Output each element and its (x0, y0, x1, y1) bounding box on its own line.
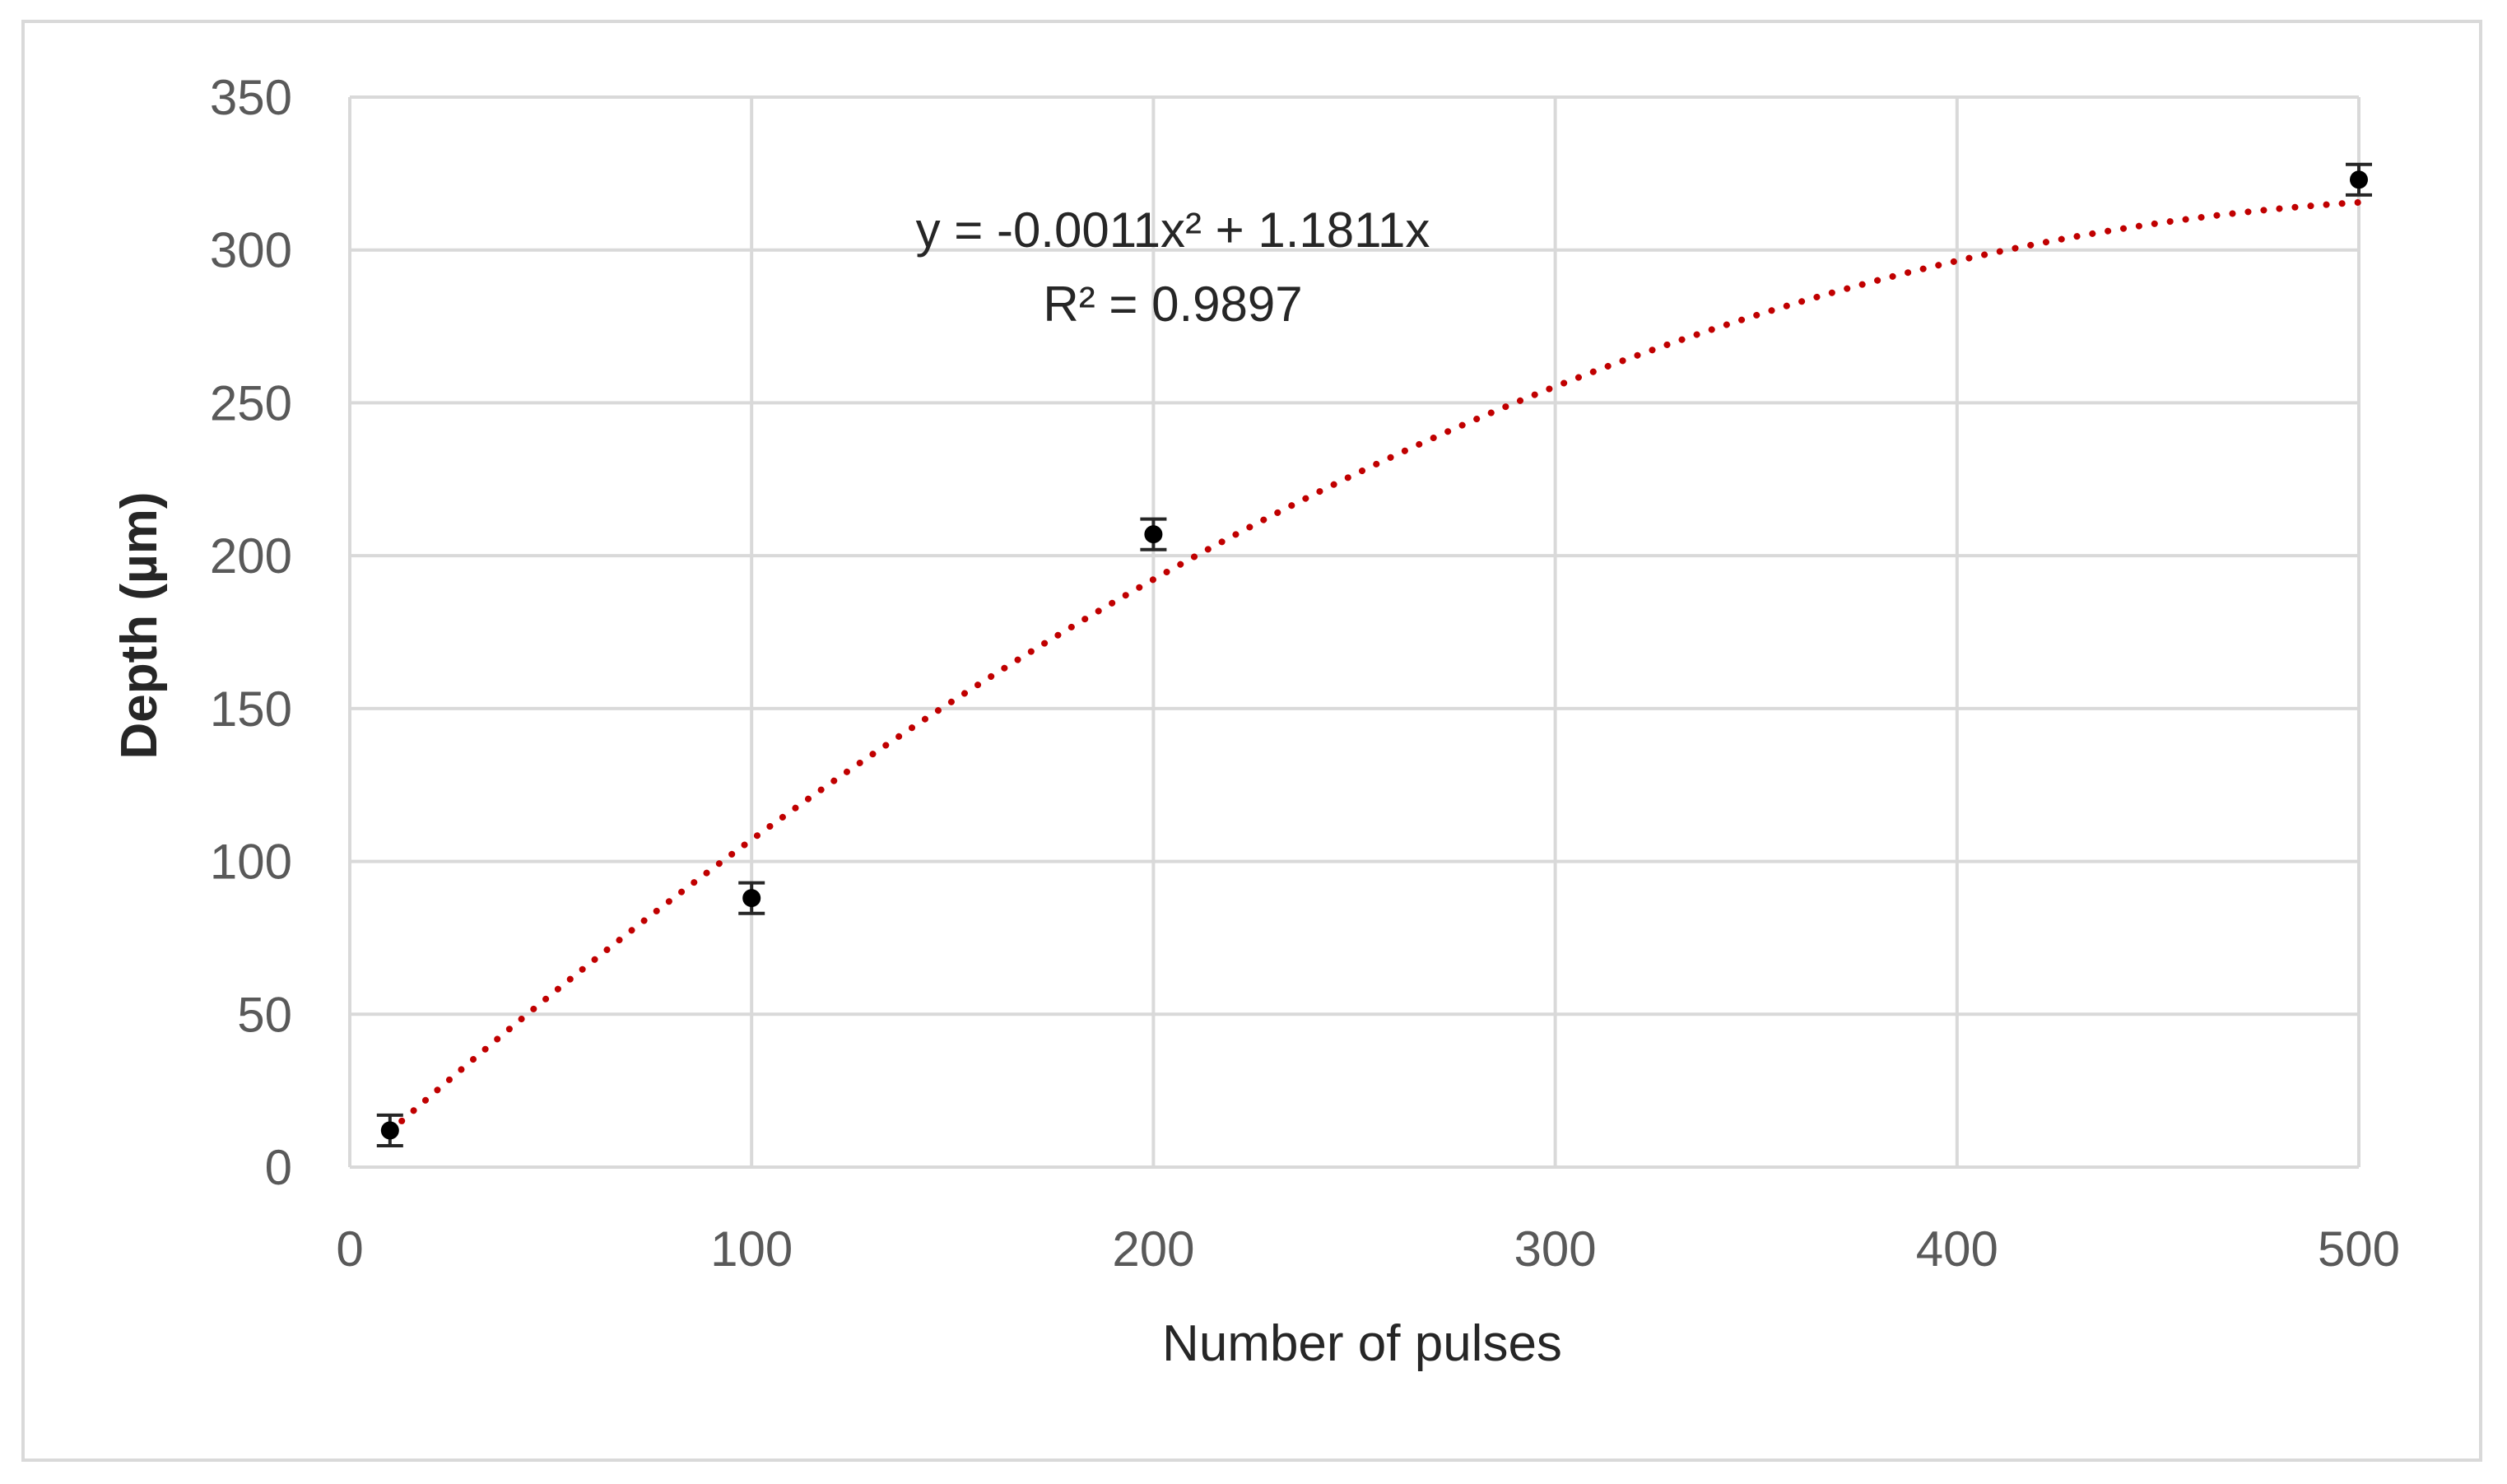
tick-label-layer: 0 50 100 150 200 250 300 350 0 100 200 300 400 500 (210, 70, 2400, 1277)
y-tick-label: 100 (210, 835, 292, 890)
trendline-layer (386, 198, 2362, 1135)
data-point (742, 889, 761, 908)
y-tick-label: 200 (210, 528, 292, 584)
trendline-path (386, 198, 2362, 1135)
x-tick-label: 200 (1112, 1221, 1194, 1277)
y-axis-title: Depth (µm) (111, 491, 168, 759)
x-tick-label: 300 (1514, 1221, 1597, 1277)
x-tick-label: 0 (336, 1221, 363, 1277)
trendline-r-squared: R² = 0.9897 (1043, 277, 1302, 332)
trendline-equation: y = -0.0011x² + 1.1811x (916, 202, 1430, 258)
x-tick-label: 400 (1916, 1221, 1998, 1277)
data-point (2350, 170, 2368, 189)
y-tick-label: 350 (210, 70, 292, 125)
y-tick-label: 50 (237, 987, 292, 1042)
x-tick-label: 500 (2318, 1221, 2400, 1277)
grid-layer (348, 95, 2360, 1169)
y-tick-label: 300 (210, 223, 292, 278)
data-point (1144, 525, 1163, 544)
x-axis-title: Number of pulses (1162, 1315, 1562, 1372)
x-tick-label: 100 (710, 1221, 793, 1277)
y-tick-label: 0 (265, 1140, 292, 1195)
y-tick-label: 250 (210, 375, 292, 430)
y-tick-label: 150 (210, 682, 292, 737)
data-point (380, 1121, 399, 1140)
data-point-layer (376, 162, 2372, 1147)
chart-frame (21, 20, 2482, 1462)
